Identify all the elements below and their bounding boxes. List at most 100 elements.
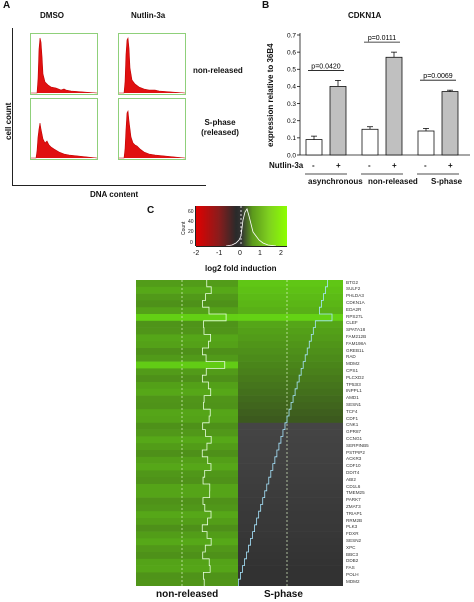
heatmap-cell-sphase xyxy=(238,293,343,301)
heatmap-cell-sphase xyxy=(238,341,343,349)
gene-label: CLEF xyxy=(346,320,358,326)
gene-label: POLH xyxy=(346,571,359,577)
colorbar-tick-m1: -1 xyxy=(216,250,223,257)
heatmap-cell-sphase xyxy=(238,375,343,383)
heatmap-cell-sphase xyxy=(238,572,343,580)
gene-label: CCNG1 xyxy=(346,435,363,441)
colorbar-tick-m2: -2 xyxy=(193,250,200,257)
heatmap-cell-nonreleased xyxy=(136,402,238,410)
bar-4 xyxy=(417,130,435,156)
panel-b-letter: B xyxy=(262,0,270,11)
heatmap-cell-nonreleased xyxy=(136,409,238,417)
heatmap-cell-sphase xyxy=(238,484,343,492)
heatmap-col-sphase: S-phase xyxy=(264,589,303,600)
heatmap-cell-nonreleased xyxy=(136,565,238,573)
heatmap-cell-sphase xyxy=(238,497,343,505)
heatmap-cell-nonreleased xyxy=(136,293,238,301)
panel-a-axes xyxy=(12,28,206,186)
count-tick-20: 20 xyxy=(188,229,194,235)
heatmap-cell-nonreleased xyxy=(136,477,238,485)
heatmap-cell-sphase xyxy=(238,456,343,464)
heatmap-cell-sphase xyxy=(238,409,343,417)
heatmap-col-nonreleased: non-released xyxy=(156,589,219,600)
bar-5 xyxy=(441,91,459,156)
heatmap-cell-sphase xyxy=(238,558,343,566)
gene-label: CNK1 xyxy=(346,422,359,428)
heatmap-cell-sphase xyxy=(238,422,343,430)
heatmap-cell-nonreleased xyxy=(136,354,238,362)
heatmap-cell-sphase xyxy=(238,450,343,458)
heatmap-cell-sphase xyxy=(238,416,343,424)
heatmap-cell-sphase xyxy=(238,368,343,376)
histogram-dmso-sphase xyxy=(30,98,98,160)
gene-label: BTG2 xyxy=(346,279,358,285)
gene-label: CDKN1A xyxy=(346,299,365,305)
panel-a-col-dmso: DMSO xyxy=(40,11,64,20)
heatmap-cell-nonreleased xyxy=(136,538,238,546)
trace-sphase xyxy=(238,280,333,586)
heatmap-cell-nonreleased xyxy=(136,504,238,512)
heatmap-cell-sphase xyxy=(238,524,343,532)
heatmap-cell-nonreleased xyxy=(136,531,238,539)
heatmap-cell-nonreleased xyxy=(136,470,238,478)
gene-label: ACKR3 xyxy=(346,456,362,462)
heatmap-cell-sphase xyxy=(238,395,343,403)
p-value-label: p=0.0420 xyxy=(311,63,340,70)
histogram-dmso-nonreleased xyxy=(30,33,98,95)
gene-label: RPS27L xyxy=(346,313,364,319)
gene-label: FAM198A xyxy=(346,340,367,346)
heatmap-cell-nonreleased xyxy=(136,456,238,464)
heatmap-cell-nonreleased xyxy=(136,388,238,396)
gene-label: AMD1 xyxy=(346,395,359,401)
colorbar xyxy=(196,206,287,246)
heatmap-cell-nonreleased xyxy=(136,368,238,376)
heatmap-cell-nonreleased xyxy=(136,320,238,328)
gene-label: PLK3 xyxy=(346,524,358,530)
heatmap-cell-nonreleased xyxy=(136,524,238,532)
panel-a-row-nonreleased: non-released xyxy=(193,66,243,75)
panel-a-col-nutlin: Nutlin-3a xyxy=(131,11,166,20)
gene-label: TCF4 xyxy=(346,408,358,414)
heatmap-cell-nonreleased xyxy=(136,436,238,444)
count-axis-line xyxy=(195,206,196,246)
treatment-sign: - xyxy=(312,161,315,170)
gene-label: TMEM25 xyxy=(346,490,365,496)
heatmap-cell-nonreleased xyxy=(136,314,238,322)
heatmap-cell-nonreleased xyxy=(136,334,238,342)
gene-label: FAM212B xyxy=(346,333,367,339)
treatment-sign: + xyxy=(448,161,453,170)
heatmap-cell-sphase xyxy=(238,490,343,498)
gene-label: SPATA18 xyxy=(346,327,366,333)
colorbar-label: log2 fold induction xyxy=(205,264,277,273)
heatmap-cell-sphase xyxy=(238,286,343,294)
heatmap-cell-nonreleased xyxy=(136,416,238,424)
count-tick-0: 0 xyxy=(190,240,193,246)
heatmap-cell-sphase xyxy=(238,511,343,519)
bar-0 xyxy=(305,139,323,156)
colorbar-xaxis-line xyxy=(196,246,287,247)
heatmap-cell-nonreleased xyxy=(136,286,238,294)
heatmap-cell-nonreleased xyxy=(136,422,238,430)
gene-label: RRM2B xyxy=(346,517,363,523)
colorbar-count-histogram xyxy=(225,206,277,246)
heatmap-cell-nonreleased xyxy=(136,497,238,505)
count-tick-60: 60 xyxy=(188,209,194,215)
gene-label: ZMAT3 xyxy=(346,503,361,509)
heatmap-cell-nonreleased xyxy=(136,300,238,308)
gene-label: EDA2R xyxy=(346,306,362,312)
heatmap-cell-nonreleased xyxy=(136,280,238,288)
bar-y-tick-label: 0.2 xyxy=(287,118,296,125)
heatmap-cell-sphase xyxy=(238,314,343,322)
histogram-nutlin-nonreleased xyxy=(118,33,186,95)
gene-label: MDM2 xyxy=(346,361,360,367)
gene-label: FAS xyxy=(346,565,355,571)
treatment-sign: - xyxy=(424,161,427,170)
heatmap-cell-nonreleased xyxy=(136,341,238,349)
gene-label: TRIAP1 xyxy=(346,510,363,516)
panel-a-ylabel: cell count xyxy=(4,102,13,140)
panel-b-ylabel: expression relative to 36B4 xyxy=(266,43,275,147)
heatmap-cell-sphase xyxy=(238,300,343,308)
heatmap-cell-sphase xyxy=(238,388,343,396)
heatmap-cell-sphase xyxy=(238,429,343,437)
gene-label: SULF2 xyxy=(346,286,361,292)
